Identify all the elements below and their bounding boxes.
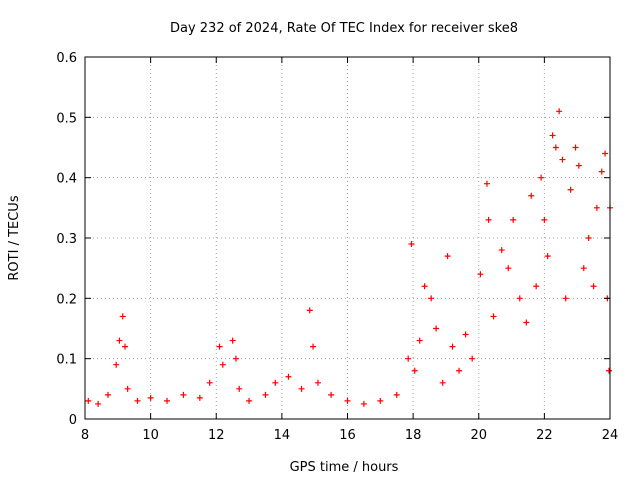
data-point <box>232 355 239 362</box>
data-point <box>393 391 400 398</box>
y-tick-label: 0.2 <box>56 292 77 307</box>
data-point <box>147 394 154 401</box>
data-point <box>562 295 569 302</box>
x-tick-label: 14 <box>274 428 291 443</box>
data-point <box>85 397 92 404</box>
axis-ticks: 8 10 12 14 16 18 20 22 24 0 0.1 0.2 0.3 0.4 0.5 0.6 <box>56 51 618 443</box>
data-point <box>606 367 613 374</box>
x-tick-label: 8 <box>81 428 89 443</box>
data-point <box>572 144 579 151</box>
data-point <box>590 283 597 290</box>
data-point <box>405 355 412 362</box>
data-point <box>593 204 600 211</box>
data-point <box>469 355 476 362</box>
data-point <box>556 108 563 115</box>
data-point <box>298 385 305 392</box>
data-point <box>411 367 418 374</box>
data-point <box>246 397 253 404</box>
x-tick-label: 22 <box>536 428 553 443</box>
data-point <box>219 361 226 368</box>
data-point <box>523 319 530 326</box>
data-point <box>216 343 223 350</box>
data-point <box>567 186 574 193</box>
data-point <box>408 241 415 248</box>
data-point <box>285 373 292 380</box>
data-point <box>528 192 535 199</box>
grid <box>85 57 610 419</box>
data-point <box>196 394 203 401</box>
data-points <box>85 108 613 407</box>
data-point <box>462 331 469 338</box>
data-point <box>544 253 551 260</box>
data-point <box>119 313 126 320</box>
data-point <box>498 247 505 254</box>
y-tick-label: 0 <box>69 413 77 428</box>
data-point <box>433 325 440 332</box>
data-point <box>344 397 351 404</box>
data-point <box>328 391 335 398</box>
data-point <box>306 307 313 314</box>
data-point <box>580 265 587 272</box>
data-point <box>541 216 548 223</box>
data-point <box>134 397 141 404</box>
x-tick-label: 20 <box>470 428 487 443</box>
data-point <box>104 391 111 398</box>
data-point <box>505 265 512 272</box>
data-point <box>585 235 592 241</box>
data-point <box>549 132 556 139</box>
data-point <box>516 295 523 302</box>
data-point <box>552 144 559 151</box>
y-tick-label: 0.3 <box>56 232 77 247</box>
data-point <box>575 162 582 169</box>
data-point <box>113 361 120 368</box>
data-point <box>116 337 123 344</box>
data-point <box>485 216 492 223</box>
data-point <box>206 379 213 386</box>
data-point <box>95 400 102 407</box>
data-point <box>416 337 423 344</box>
data-point <box>456 367 463 374</box>
data-point <box>439 379 446 386</box>
data-point <box>602 150 609 157</box>
x-tick-label: 18 <box>405 428 422 443</box>
data-point <box>164 397 171 404</box>
y-tick-label: 0.6 <box>56 51 77 66</box>
x-tick-label: 12 <box>208 428 225 443</box>
data-point <box>538 174 545 181</box>
y-axis-label: ROTI / TECUs <box>7 195 22 280</box>
data-point <box>428 295 435 302</box>
data-point <box>122 343 129 350</box>
data-point <box>483 180 490 187</box>
data-point <box>360 400 367 407</box>
data-point <box>477 271 484 278</box>
y-tick-label: 0.1 <box>56 353 77 368</box>
data-point <box>490 313 497 320</box>
data-point <box>314 379 321 386</box>
data-point <box>229 337 236 344</box>
y-tick-label: 0.5 <box>56 111 77 126</box>
data-point <box>310 343 317 350</box>
data-point <box>272 379 279 386</box>
data-point <box>180 391 187 398</box>
chart-title: Day 232 of 2024, Rate Of TEC Index for r… <box>170 21 518 36</box>
data-point <box>533 283 540 290</box>
y-tick-label: 0.4 <box>56 172 77 187</box>
data-point <box>377 397 384 404</box>
data-point <box>598 168 605 175</box>
data-point <box>444 253 451 260</box>
data-point <box>421 283 428 290</box>
data-point <box>449 343 456 350</box>
x-tick-label: 24 <box>602 428 619 443</box>
data-point <box>510 216 517 223</box>
data-point <box>124 385 131 392</box>
x-axis-label: GPS time / hours <box>290 460 399 475</box>
data-point <box>236 385 243 392</box>
data-point <box>262 391 269 398</box>
x-tick-label: 16 <box>339 428 356 443</box>
x-tick-label: 10 <box>142 428 159 443</box>
data-point <box>559 156 566 163</box>
